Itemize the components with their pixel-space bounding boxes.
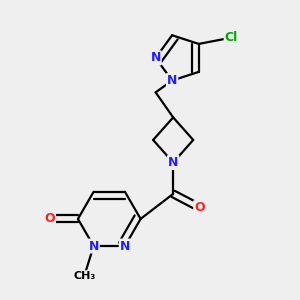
Text: N: N: [88, 239, 99, 253]
Text: N: N: [167, 74, 177, 87]
Text: O: O: [44, 212, 55, 225]
Text: Cl: Cl: [225, 31, 238, 44]
Text: N: N: [120, 239, 130, 253]
Text: N: N: [151, 51, 161, 64]
Text: CH₃: CH₃: [73, 271, 95, 281]
Text: O: O: [194, 201, 205, 214]
Text: N: N: [168, 156, 178, 169]
